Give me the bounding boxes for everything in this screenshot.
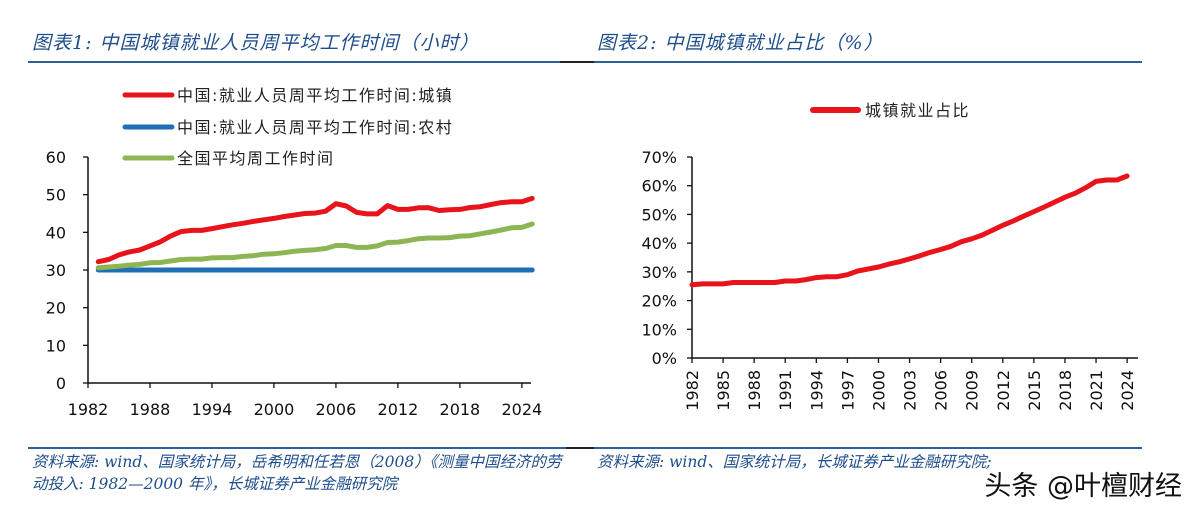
- figure1-source: 资料来源: wind、国家统计局，岳希明和任若恩（2008）《测量中国经济的劳动…: [32, 453, 562, 493]
- y-tick-label: 30: [46, 261, 66, 280]
- chart2-svg: 0% 10% 20% 30% 40% 50% 60% 70% 1982 1985 1988 1991 1…: [641, 101, 1138, 411]
- y-tick-label: 30%: [641, 263, 677, 282]
- x-tick-label: 1994: [807, 370, 826, 411]
- x-tick-label: 2000: [869, 370, 888, 411]
- x-tick-label: 2006: [316, 400, 357, 419]
- figure2-title-rule: [594, 61, 1142, 63]
- y-tick-label: 60%: [641, 177, 677, 196]
- y-tick-label: 70%: [641, 148, 677, 167]
- figure1-source-rule: [28, 447, 566, 449]
- x-tick-label: 2021: [1087, 370, 1106, 411]
- x-tick-label: 2024: [502, 400, 543, 419]
- figure2-source: 资料来源: wind、国家统计局，长城证券产业金融研究院;: [597, 453, 992, 471]
- legend-label: 城镇就业占比: [865, 101, 970, 120]
- y-tick-label: 0%: [652, 349, 677, 368]
- x-tick-label: 1985: [714, 370, 733, 411]
- x-tick-label: 2012: [994, 370, 1013, 411]
- figure2-source-rule: [594, 447, 1142, 449]
- x-tick-label: 2006: [932, 370, 951, 411]
- y-tick-label: 50: [46, 186, 66, 205]
- y-tick-label: 10%: [641, 320, 677, 339]
- y-tick-label: 60: [46, 148, 66, 167]
- title-rule-gap: [560, 61, 594, 63]
- series-line-0: [689, 173, 1130, 288]
- x-tick-label: 2018: [1056, 370, 1075, 411]
- x-tick-label: 1988: [130, 400, 171, 419]
- x-tick-label: 2012: [378, 400, 419, 419]
- x-tick-label: 2009: [963, 370, 982, 411]
- chart1-svg: 0 10 20 30 40 50 60 1982 1988 1994 2000 2006 2012 201…: [46, 86, 543, 419]
- legend-label: 中国:就业人员周平均工作时间:农村: [177, 118, 453, 137]
- x-tick-label: 2015: [1025, 370, 1044, 411]
- x-tick-label: 1991: [776, 370, 795, 411]
- legend-label: 全国平均周工作时间: [177, 149, 335, 168]
- y-tick-label: 20: [46, 299, 66, 318]
- series-line-0: [95, 195, 535, 265]
- y-tick-label: 40: [46, 223, 66, 242]
- x-tick-label: 1982: [683, 370, 702, 411]
- x-tick-label: 2024: [1118, 370, 1137, 411]
- x-tick-label: 2018: [440, 400, 481, 419]
- series-line-2: [95, 221, 535, 271]
- x-tick-label: 2000: [254, 400, 295, 419]
- figure1-title: 图表1: 中国城镇就业人员周平均工作时间（小时）: [32, 32, 480, 54]
- x-tick-label: 1997: [838, 370, 857, 411]
- x-tick-label: 1982: [68, 400, 109, 419]
- x-tick-label: 1988: [745, 370, 764, 411]
- x-tick-label: 1994: [192, 400, 233, 419]
- y-tick-label: 0: [56, 374, 66, 393]
- figure2-title: 图表2: 中国城镇就业占比（%）: [597, 32, 884, 54]
- legend-label: 中国:就业人员周平均工作时间:城镇: [177, 86, 453, 105]
- y-tick-label: 10: [46, 336, 66, 355]
- y-tick-label: 50%: [641, 205, 677, 224]
- y-tick-label: 20%: [641, 292, 677, 311]
- x-tick-label: 2003: [901, 370, 920, 411]
- source-rule-gap: [566, 447, 594, 449]
- figure1-title-rule: [28, 61, 560, 63]
- y-tick-label: 40%: [641, 234, 677, 253]
- watermark: 头条 @叶檀财经: [984, 471, 1182, 502]
